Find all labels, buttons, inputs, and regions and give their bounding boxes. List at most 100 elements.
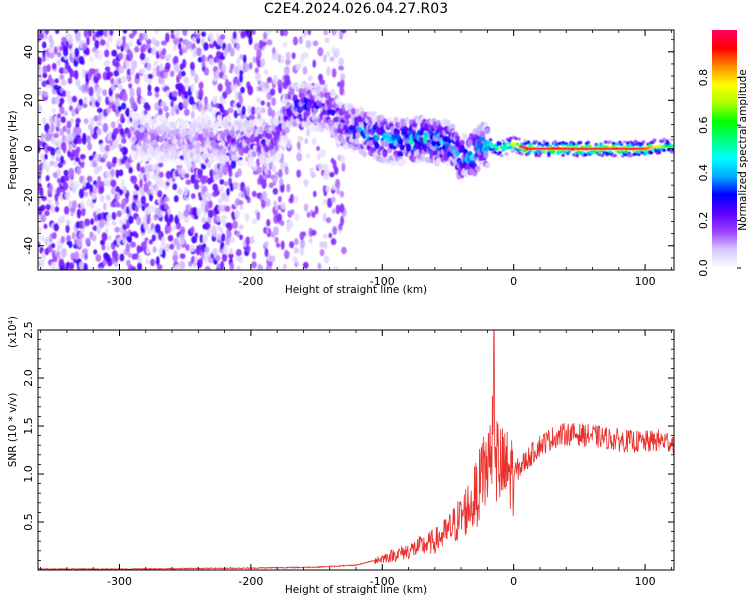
spectrogram-cell xyxy=(165,32,170,43)
spectrogram-cell xyxy=(310,172,316,178)
spectrogram-cell xyxy=(170,30,175,35)
spectrogram-cell xyxy=(513,136,518,141)
spectrogram-cell xyxy=(154,223,161,234)
spectrogram-cell xyxy=(245,137,251,144)
spectrogram-cell xyxy=(125,243,131,252)
spectrogram-cell xyxy=(189,244,195,253)
spectrogram-cell xyxy=(289,87,295,95)
spectrogram-cell xyxy=(134,232,139,239)
spectrogram-cell xyxy=(96,86,103,94)
spectrogram-cell xyxy=(273,51,280,60)
spectrogram-cell xyxy=(291,52,296,60)
spectrogram-cell xyxy=(104,59,111,66)
spectrogram-cell xyxy=(135,185,140,192)
spectrogram-cell xyxy=(212,247,218,255)
spectrogram-cell xyxy=(111,211,117,221)
spectrogram-cell xyxy=(251,30,256,35)
spectrogram-cell xyxy=(102,122,109,133)
spectrogram-cell xyxy=(120,75,127,84)
spectrogram-cell xyxy=(251,261,257,269)
spectrogram-cell xyxy=(297,63,302,69)
spectrogram-cell xyxy=(261,40,267,47)
spectrogram-cell xyxy=(190,193,196,200)
spectrogram-cell xyxy=(296,152,303,162)
spectrogram-cell xyxy=(78,188,85,199)
spectrogram-cell xyxy=(128,33,135,39)
spectrogram-cell xyxy=(567,149,572,154)
spectrogram-cell xyxy=(90,117,95,127)
spectrogram-cell xyxy=(78,55,85,65)
spectrogram-cell xyxy=(216,215,221,223)
spectrogram-cell xyxy=(149,258,156,267)
spectrogram-cell xyxy=(47,199,52,205)
spectrogram-cell xyxy=(38,163,43,172)
spectrogram-cell xyxy=(81,248,88,255)
y-tick-label: -20 xyxy=(22,188,35,206)
spectrogram-cell xyxy=(42,72,48,79)
spectrogram-cell xyxy=(454,135,461,142)
spectrogram-cell xyxy=(143,73,148,83)
x-tick-label: -300 xyxy=(107,275,132,288)
spectrogram-cell xyxy=(286,138,292,149)
spectrogram-cell xyxy=(38,241,41,248)
spectrogram-cell xyxy=(201,59,206,68)
snr-x-axis: -300 -200 -100 0 100 xyxy=(40,330,672,588)
spectrogram-cell xyxy=(38,72,43,82)
spectrogram-cell xyxy=(542,139,546,144)
spectrogram-cell xyxy=(231,211,235,219)
spectrogram-cell xyxy=(300,82,306,89)
spectrogram-cell xyxy=(70,252,75,261)
spectrogram-cell xyxy=(270,148,276,156)
spectrogram-cell xyxy=(226,188,230,197)
colorbar-tick-label: 0.6 xyxy=(697,116,710,134)
spectrogram-cell xyxy=(160,101,167,108)
spectrogram-cell xyxy=(190,83,195,93)
spectrogram-cell xyxy=(459,139,465,146)
spectrogram-cell xyxy=(60,155,64,164)
spectrogram-cell xyxy=(73,181,80,190)
spectrogram-cell xyxy=(54,78,59,84)
spectrogram-cell xyxy=(75,79,81,87)
spectrogram-cell xyxy=(121,137,127,144)
spectrogram-cell xyxy=(60,79,67,86)
spectrogram-cell xyxy=(603,140,608,144)
spectrogram-cell xyxy=(302,231,307,237)
spectrogram-cell xyxy=(240,31,247,38)
spectrogram-cell xyxy=(180,85,186,95)
x-tick-label: 0 xyxy=(510,575,517,588)
spectrogram-cell xyxy=(99,142,104,153)
spectrogram-cell xyxy=(221,233,226,242)
spectrogram-cell xyxy=(212,95,218,105)
spectrogram-cell xyxy=(107,235,112,241)
spectrogram-cell xyxy=(339,154,346,164)
snr-x-axis-label: Height of straight line (km) xyxy=(285,584,427,596)
spectrogram-cell xyxy=(85,72,89,83)
spectrogram-cell xyxy=(504,142,509,146)
spectrogram-cell xyxy=(545,141,550,145)
spectrogram-cell xyxy=(51,232,57,240)
spectrogram-cell xyxy=(169,243,175,250)
spectrogram-cell xyxy=(105,220,110,228)
spectrogram-cell xyxy=(128,83,133,89)
spectrogram-cell xyxy=(236,265,241,270)
spectrogram-cell xyxy=(137,261,142,270)
spectrogram-cell xyxy=(322,233,328,240)
spectrogram-cell xyxy=(520,152,524,156)
spectrogram-cell xyxy=(331,68,337,78)
spectrogram-cell xyxy=(340,30,347,34)
spectrogram-cell xyxy=(154,86,160,93)
spectrogram-cell xyxy=(226,230,232,239)
spectrogram-cell xyxy=(129,87,135,98)
spectrogram-cell xyxy=(275,242,281,248)
spectrogram-cell xyxy=(85,181,91,190)
spectrogram-cell xyxy=(335,178,341,189)
spectrogram-cell xyxy=(71,231,76,240)
spectrogram-cell xyxy=(229,47,235,57)
spectrogram-cell xyxy=(172,253,179,263)
spectrogram-cell xyxy=(299,246,305,256)
spectrogram-cell xyxy=(154,30,159,34)
spectrogram-cell xyxy=(393,116,399,124)
spectrogram-cell xyxy=(302,66,308,75)
spectrogram-cell xyxy=(184,173,190,179)
spectrogram-cell xyxy=(265,198,271,208)
